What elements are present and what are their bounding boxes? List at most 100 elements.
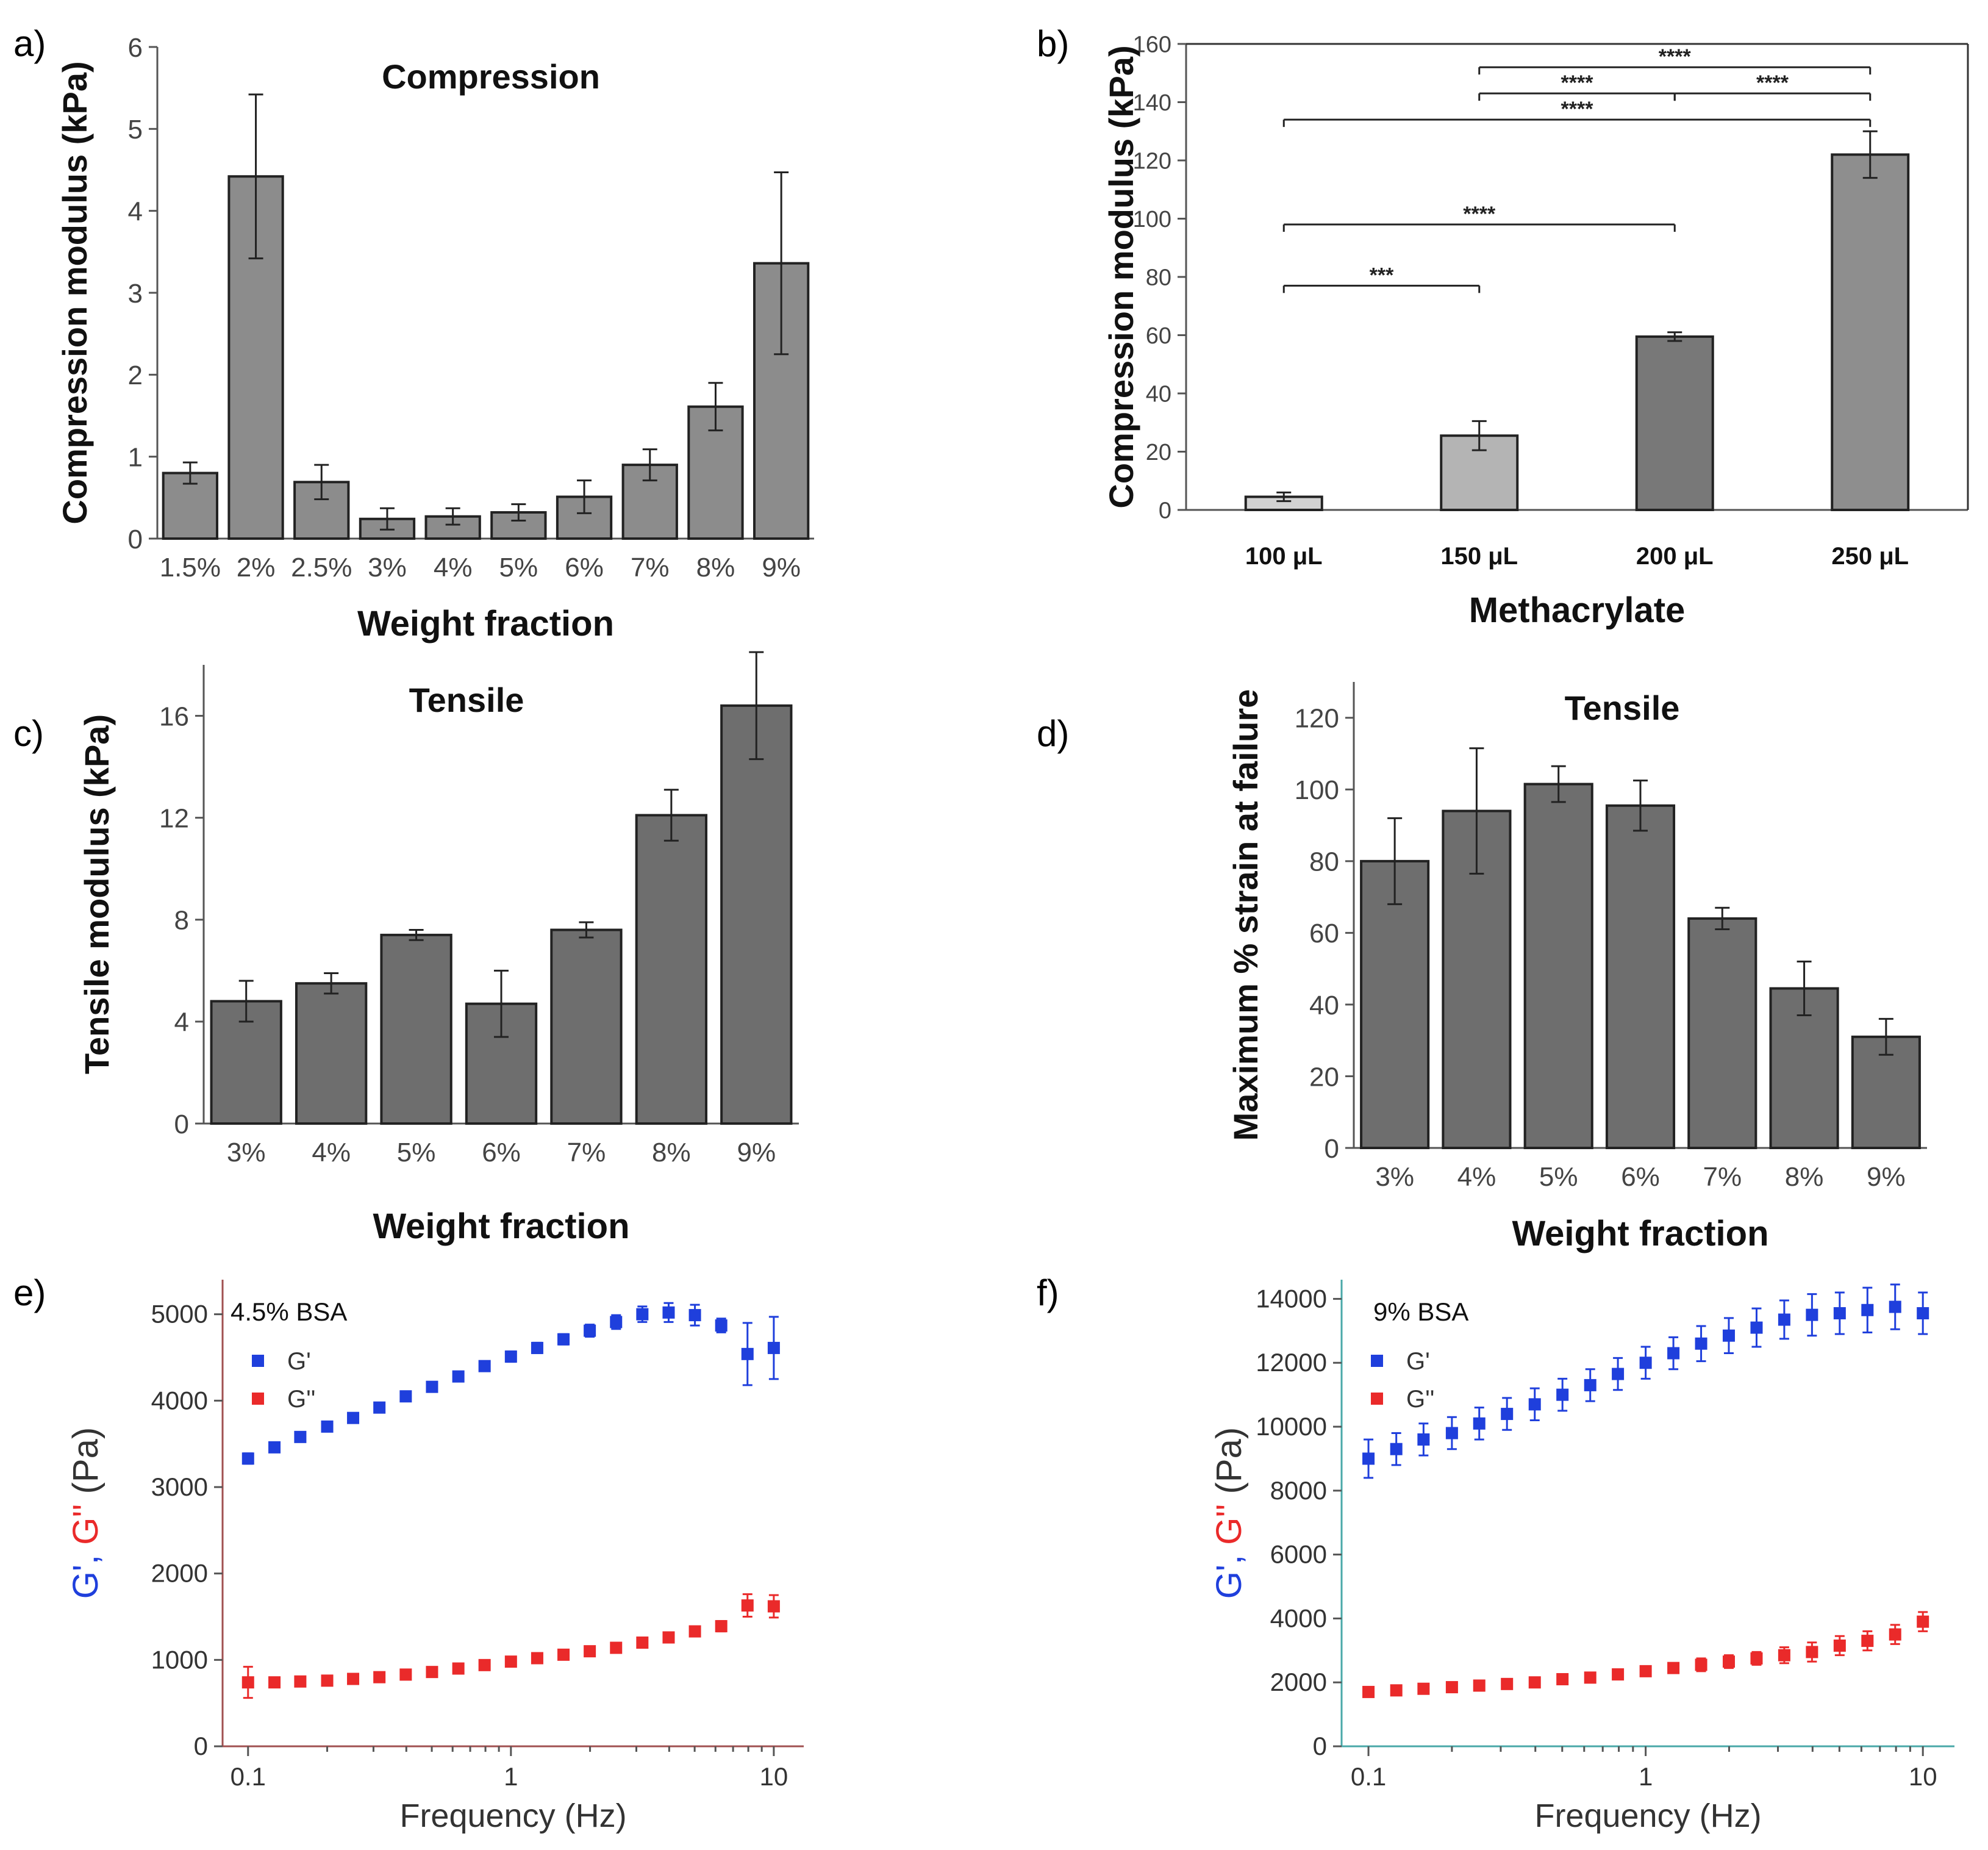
data-point (741, 1347, 754, 1360)
panel-label: e) (13, 1272, 46, 1313)
y-tick-label: 20 (1146, 440, 1171, 465)
x-tick-label: 4% (434, 553, 473, 583)
x-tick-label: 10 (1909, 1762, 1937, 1791)
chart-title: 9% BSA (1373, 1297, 1468, 1326)
legend-label: G'' (287, 1386, 315, 1413)
data-point (1528, 1398, 1541, 1411)
data-point (478, 1658, 491, 1671)
y-axis-label-part: , (66, 1545, 105, 1565)
data-point (268, 1676, 281, 1689)
data-point (1722, 1655, 1735, 1668)
data-point (241, 1452, 254, 1465)
data-point (1445, 1427, 1458, 1439)
x-axis-label: Weight fraction (373, 1206, 629, 1246)
data-point (504, 1350, 517, 1363)
y-axis-label-part: (Pa) (1209, 1427, 1249, 1504)
data-point (1667, 1347, 1680, 1360)
data-point (1473, 1679, 1486, 1692)
x-tick-label: 10 (760, 1762, 788, 1791)
x-axis-label: Weight fraction (1512, 1214, 1768, 1253)
y-tick-label: 100 (1133, 207, 1171, 232)
data-point (399, 1390, 412, 1403)
x-tick-label: 200 μL (1636, 543, 1714, 570)
data-point (1778, 1313, 1790, 1326)
panel-label: f) (1037, 1272, 1059, 1313)
x-tick-label: 1 (504, 1762, 518, 1791)
y-tick-label: 6000 (1270, 1540, 1327, 1569)
y-axis-label: G', G'' (Pa) (1209, 1427, 1249, 1599)
y-tick-label: 12 (159, 804, 189, 834)
x-tick-label: 7% (567, 1138, 606, 1167)
data-point (1917, 1615, 1929, 1628)
data-point (636, 1637, 649, 1649)
data-point (1417, 1433, 1430, 1446)
y-tick-label: 80 (1309, 847, 1339, 877)
x-tick-label: 6% (1621, 1162, 1660, 1192)
data-point (1501, 1677, 1514, 1690)
significance-label: **** (1756, 71, 1789, 95)
y-tick-label: 0 (1159, 498, 1171, 524)
data-point (610, 1641, 623, 1654)
x-tick-label: 100 μL (1245, 543, 1323, 570)
data-point (741, 1599, 754, 1612)
y-tick-label: 2000 (151, 1559, 208, 1588)
data-point (1778, 1649, 1790, 1662)
bar (1523, 783, 1593, 1149)
x-axis-label: Frequency (Hz) (1534, 1798, 1761, 1834)
y-tick-label: 120 (1133, 149, 1171, 174)
data-point (1584, 1671, 1596, 1684)
data-point (1889, 1628, 1901, 1641)
x-axis-label: Methacrylate (1469, 590, 1686, 630)
data-point (426, 1666, 438, 1679)
chart-panel-a: a) Compression 0 1 2 3 4 5 6 1.5% 2% 2.5% 3% 4% 5% 6% 7%… (13, 23, 814, 644)
data-point (294, 1675, 307, 1688)
data-point (1667, 1662, 1680, 1674)
x-tick-label: 1 (1639, 1762, 1653, 1791)
data-point (557, 1648, 570, 1661)
data-point (321, 1674, 334, 1687)
x-axis-label: Weight fraction (357, 604, 614, 644)
x-tick-label: 7% (1703, 1162, 1742, 1192)
data-point (715, 1620, 728, 1633)
y-tick-label: 160 (1133, 32, 1171, 58)
data-point (452, 1662, 465, 1675)
y-tick-label: 5 (128, 115, 143, 145)
data-point (1473, 1417, 1486, 1430)
data-point (1445, 1681, 1458, 1694)
y-axis-label-part: G'' (1209, 1504, 1249, 1545)
data-point (1584, 1379, 1596, 1391)
data-point (1833, 1307, 1846, 1320)
data-point (1612, 1368, 1625, 1380)
data-point (1806, 1308, 1818, 1321)
legend-marker (252, 1355, 264, 1367)
y-tick-label: 16 (159, 701, 189, 731)
y-tick-label: 60 (1146, 323, 1171, 349)
y-tick-label: 12000 (1256, 1348, 1327, 1377)
data-point (662, 1306, 675, 1319)
x-tick-label: 8% (1785, 1162, 1824, 1192)
data-point (347, 1673, 360, 1685)
y-tick-label: 4 (128, 197, 143, 227)
y-axis-label: Compression modulus (kPa) (55, 61, 94, 524)
y-axis-label-part: G'' (66, 1504, 105, 1545)
data-point (1556, 1673, 1569, 1685)
data-point (1695, 1337, 1707, 1350)
x-axis-label: Frequency (Hz) (399, 1798, 626, 1834)
data-point (478, 1360, 491, 1372)
x-tick-label: 3% (368, 553, 407, 583)
data-point (1612, 1668, 1625, 1681)
x-tick-label: 2% (237, 553, 276, 583)
data-point (1639, 1665, 1652, 1677)
bar (1831, 153, 1910, 511)
x-tick-label: 8% (652, 1138, 691, 1167)
y-axis-label: G', G'' (Pa) (66, 1427, 105, 1599)
data-point (688, 1309, 701, 1322)
bar (380, 933, 452, 1125)
x-tick-label: 9% (737, 1138, 776, 1167)
y-tick-label: 20 (1309, 1062, 1339, 1092)
x-tick-label: 5% (397, 1138, 436, 1167)
data-point (1806, 1646, 1818, 1658)
data-point (373, 1671, 386, 1683)
x-tick-label: 9% (762, 553, 801, 583)
